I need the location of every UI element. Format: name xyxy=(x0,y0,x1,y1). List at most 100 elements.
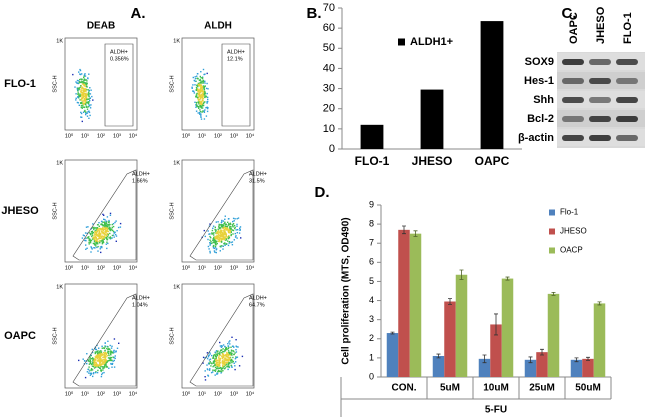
event-dot xyxy=(200,77,202,79)
event-dot xyxy=(227,244,230,247)
event-dot xyxy=(102,227,104,229)
event-dot xyxy=(225,243,227,245)
event-dot xyxy=(206,102,208,104)
x-tick-label: 10¹ xyxy=(198,391,206,397)
event-dot xyxy=(85,113,87,116)
band xyxy=(562,78,584,84)
event-dot xyxy=(200,103,203,106)
event-dot xyxy=(97,364,100,366)
event-dot xyxy=(101,231,104,233)
event-dot xyxy=(234,218,236,220)
event-dot xyxy=(103,214,105,216)
event-dot xyxy=(96,246,98,249)
event-dot xyxy=(100,251,102,254)
event-dot xyxy=(195,86,198,89)
event-dot xyxy=(199,75,201,78)
event-dot xyxy=(111,226,113,229)
event-dot xyxy=(219,357,222,360)
event-dot xyxy=(82,106,84,108)
event-dot xyxy=(204,96,206,99)
event-dot xyxy=(222,367,224,370)
event-dot xyxy=(222,245,224,247)
event-dot xyxy=(223,222,225,225)
event-dot xyxy=(224,218,226,220)
event-dot xyxy=(223,228,226,230)
event-dot xyxy=(82,83,84,85)
event-dot xyxy=(81,120,83,123)
event-dot xyxy=(112,229,114,232)
event-dot xyxy=(95,362,97,364)
event-dot xyxy=(102,224,104,227)
lane-label: FLO-1 xyxy=(622,12,634,44)
event-dot xyxy=(83,78,86,80)
event-dot xyxy=(101,372,104,374)
event-dot xyxy=(230,227,232,230)
y-axis-label: SSC-H xyxy=(169,75,175,92)
event-dot xyxy=(215,230,217,232)
event-dot xyxy=(98,230,100,232)
event-dot xyxy=(218,225,220,227)
event-dot xyxy=(82,234,85,236)
event-dot xyxy=(108,354,110,357)
event-dot xyxy=(199,88,202,90)
event-dot xyxy=(102,369,104,371)
event-dot xyxy=(88,101,90,103)
event-dot xyxy=(95,245,97,247)
event-dot xyxy=(90,89,92,91)
error-bar xyxy=(597,301,602,306)
event-dot xyxy=(99,356,102,358)
event-dot xyxy=(97,250,99,252)
gate xyxy=(221,43,251,127)
event-dot xyxy=(99,235,101,237)
event-dot xyxy=(93,367,96,369)
event-dot xyxy=(80,98,83,101)
event-dot xyxy=(109,344,111,347)
event-dot xyxy=(105,366,108,368)
event-dot xyxy=(77,80,80,82)
event-dot xyxy=(195,93,198,95)
event-dot xyxy=(97,235,99,237)
event-dot xyxy=(97,356,99,358)
event-dot xyxy=(229,226,231,228)
bar xyxy=(444,301,456,377)
event-dot xyxy=(88,104,90,106)
event-dot xyxy=(207,88,209,90)
event-dot xyxy=(90,246,92,248)
event-dot xyxy=(235,349,237,351)
event-dot xyxy=(110,347,113,349)
event-dot xyxy=(218,226,220,228)
event-dot xyxy=(86,86,88,88)
event-dot xyxy=(85,226,88,228)
event-dot xyxy=(195,110,198,112)
event-dot xyxy=(103,361,105,363)
event-dot xyxy=(86,237,89,239)
event-dot xyxy=(217,350,219,353)
event-dot xyxy=(106,233,108,235)
x-tick-label: 10² xyxy=(97,391,105,397)
event-dot xyxy=(105,232,107,234)
event-dot xyxy=(198,89,200,92)
event-dot xyxy=(95,241,98,243)
event-dot xyxy=(224,367,226,369)
band xyxy=(589,78,611,84)
event-dot xyxy=(227,218,230,220)
y-tick-label: 9 xyxy=(369,199,374,209)
event-dot xyxy=(230,234,232,237)
event-dot xyxy=(229,228,231,230)
event-dot xyxy=(116,230,118,232)
event-dot xyxy=(106,228,108,231)
event-dot xyxy=(225,358,227,360)
event-dot xyxy=(230,349,233,351)
event-dot xyxy=(89,238,91,241)
event-dot xyxy=(95,356,97,359)
event-dot xyxy=(100,375,103,378)
bar xyxy=(420,89,444,149)
event-dot xyxy=(105,220,107,222)
event-dot xyxy=(206,352,209,354)
event-dot xyxy=(199,82,201,84)
event-dot xyxy=(85,112,87,114)
event-dot xyxy=(213,247,215,250)
event-dot xyxy=(108,348,110,350)
event-dot xyxy=(95,355,98,358)
event-dot xyxy=(77,90,79,92)
